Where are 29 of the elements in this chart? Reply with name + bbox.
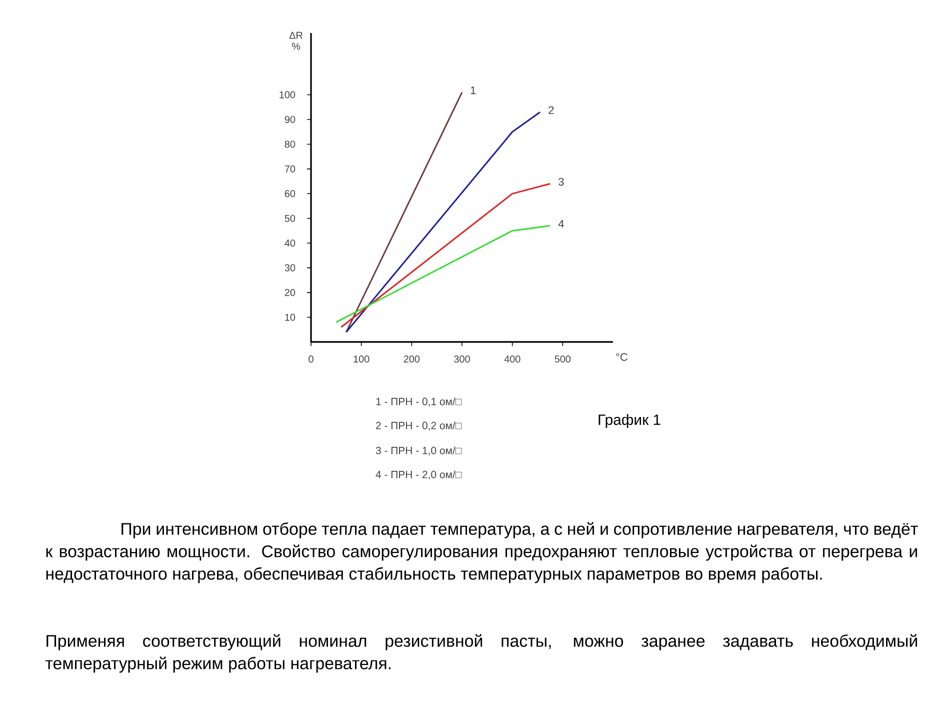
x-tick-label: 0 xyxy=(308,356,314,363)
text: 4 - ПРН - 2,0 ом/□ xyxy=(376,470,462,480)
y-tick-label: 40 xyxy=(284,240,296,247)
y-tick-label: 60 xyxy=(284,190,296,198)
series-label: 2 xyxy=(548,106,554,114)
y-tick-label: 70 xyxy=(284,165,296,172)
y-tick-label: 20 xyxy=(284,289,296,296)
x-tick-label: 200 xyxy=(404,356,420,363)
x-axis-title: °C xyxy=(616,353,628,361)
series-label: 3 xyxy=(558,178,564,186)
series-label: 1 xyxy=(470,86,476,94)
text: 2 - ПРН - 0,2 ом/□ xyxy=(376,422,462,430)
y-tick-label: 50 xyxy=(284,214,296,222)
text: 3 - ПРН - 1,0 ом/□ xyxy=(376,446,462,456)
y-tick-label: 100 xyxy=(280,91,296,98)
y-tick-label: 30 xyxy=(284,264,296,272)
y-axis-title: ΔR % xyxy=(289,32,302,50)
y-tick-label: 10 xyxy=(285,314,296,321)
y-tick-label: 80 xyxy=(284,140,296,148)
x-tick-label: 100 xyxy=(354,356,370,363)
text: При интенсивном отборе тепла падает температура, а с ней и сопротивление нагревателя, что ведёт к возрастанию мощности. Свойство саморегулирования предохраняют тепловые устройства от перегрева и недостаточного нагрева, обеспечивая стабильность температурных параметров во время работы. xyxy=(46,522,918,584)
y-tick-label: 90 xyxy=(284,116,296,124)
x-tick-label: 400 xyxy=(504,356,520,363)
text: График 1 xyxy=(598,414,660,428)
series-label: 4 xyxy=(558,220,564,228)
text: Применяя соответствующий номинал резистивной пасты, можно заранее задавать необходимый температурный режим работы нагревателя. xyxy=(46,634,918,673)
x-tick-label: 500 xyxy=(554,356,571,363)
x-tick-label: 300 xyxy=(454,356,470,363)
text: 1 - ПРН - 0,1 ом/□ xyxy=(376,398,462,406)
